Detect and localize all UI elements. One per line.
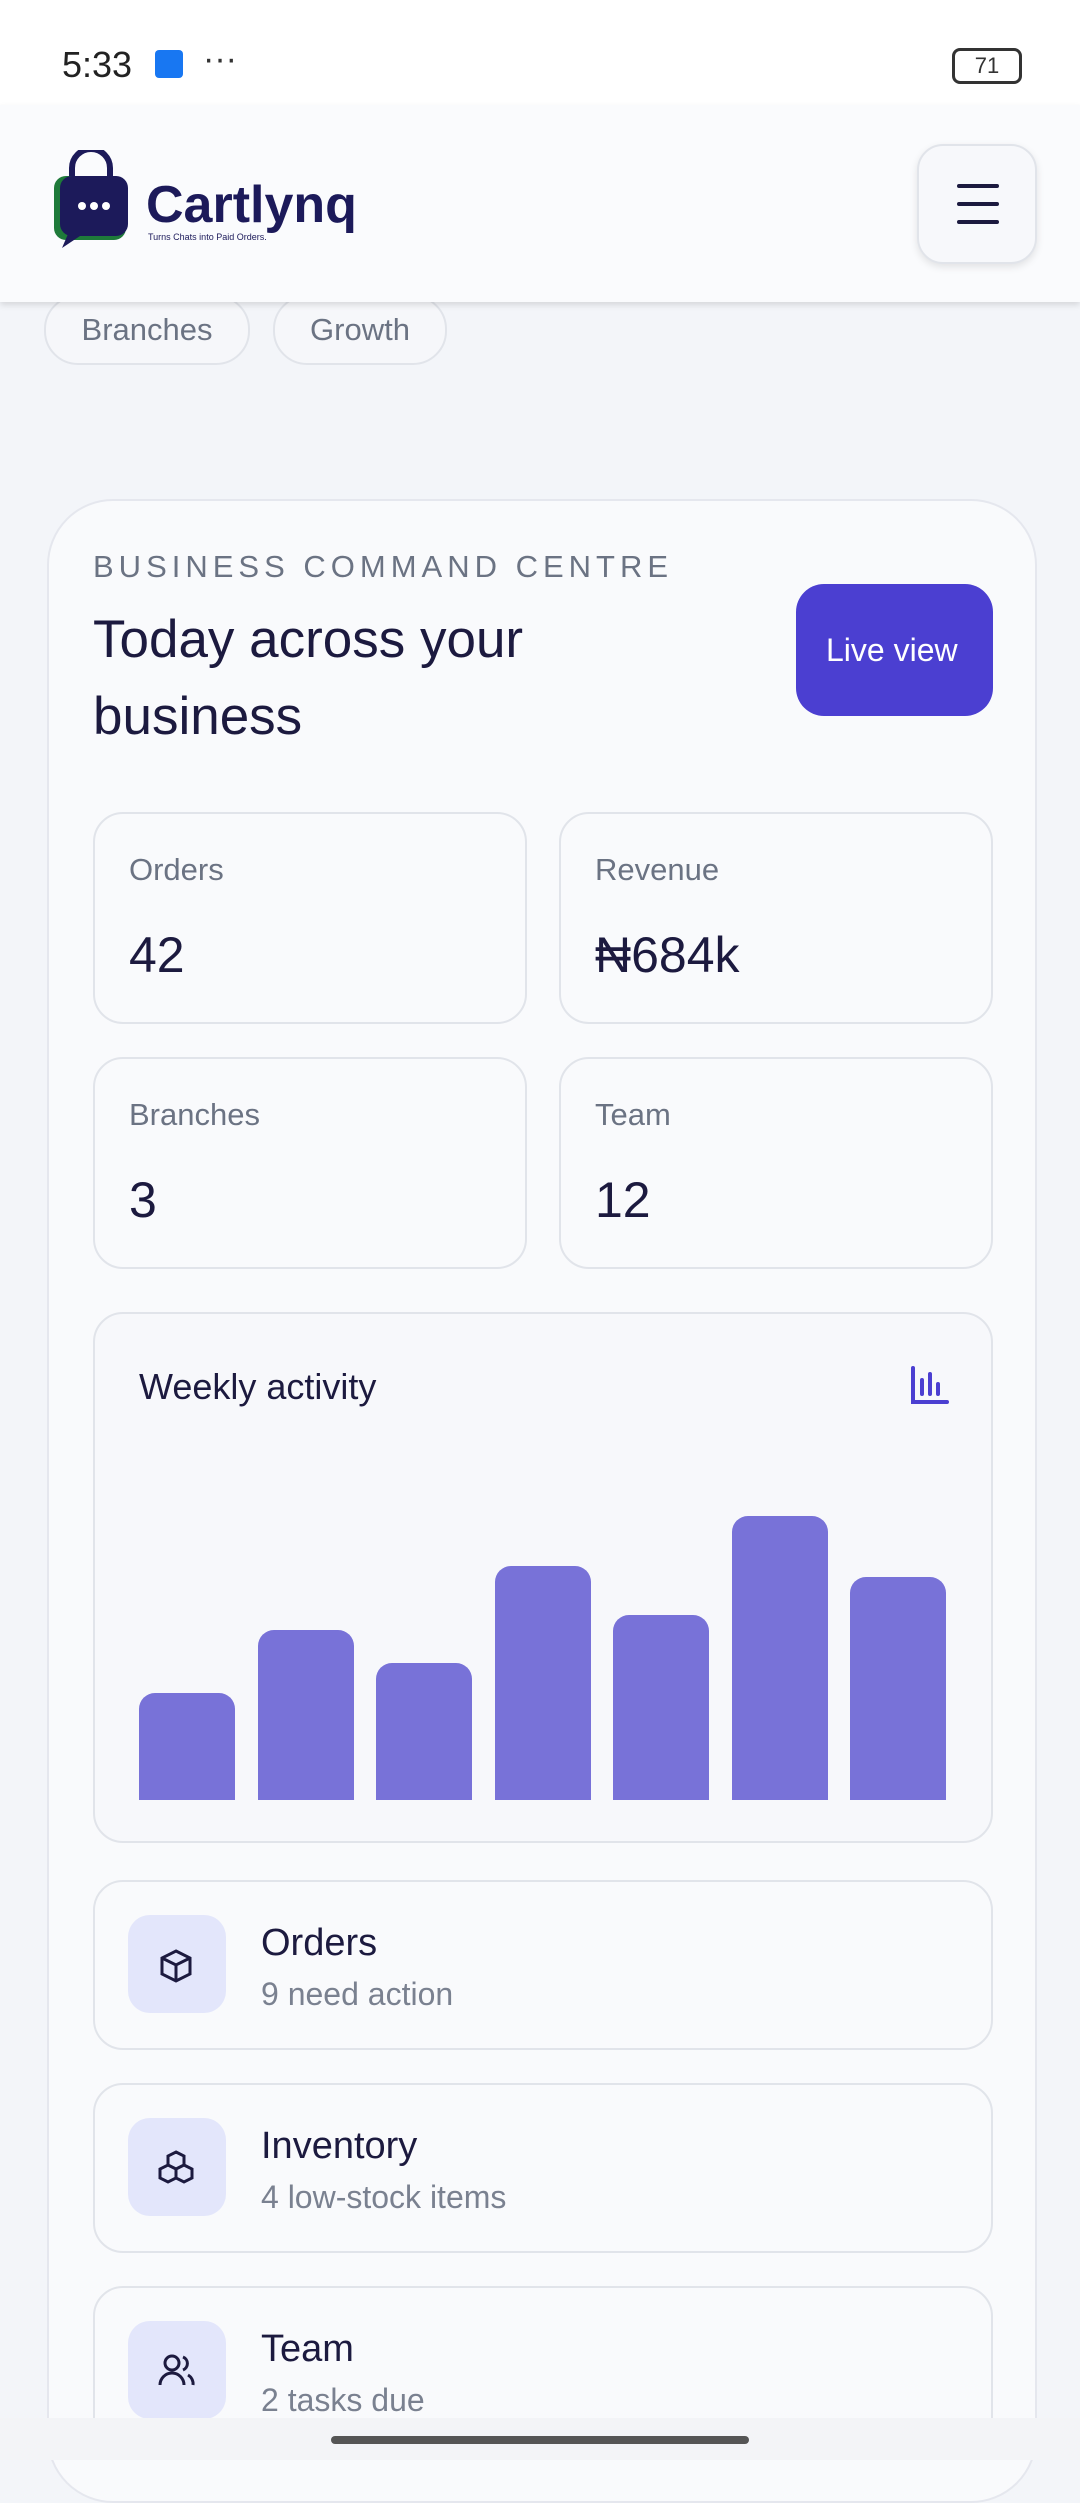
command-card: BUSINESS COMMAND CENTRE Today across you… <box>47 499 1037 2503</box>
item-title[interactable]: Team <box>261 2328 354 2370</box>
stat-value: 12 <box>595 1172 651 1228</box>
list-item[interactable]: Inventory 4 low-stock items <box>93 2083 993 2253</box>
item-subtitle[interactable]: 2 tasks due <box>261 2382 425 2418</box>
bar <box>850 1577 946 1800</box>
chart-title: Weekly activity <box>139 1366 377 1407</box>
item-icon <box>128 2321 226 2419</box>
chip-label[interactable]: Growth <box>273 295 447 365</box>
item-subtitle[interactable]: 4 low-stock items <box>261 2179 507 2215</box>
bar <box>613 1614 709 1800</box>
stat-label: Orders <box>129 852 224 887</box>
card-title: Today across your business <box>93 610 524 746</box>
status-bar: 5:33 ··· 71 <box>0 0 1080 105</box>
chart-icon <box>911 1366 949 1404</box>
more-icon: ··· <box>203 40 237 78</box>
list-item[interactable]: Orders 9 need action <box>93 1880 993 2050</box>
item-icon <box>128 2118 226 2216</box>
time: 5:33 <box>62 44 133 85</box>
item-subtitle[interactable]: 9 need action <box>261 1976 454 2012</box>
icon <box>158 2354 195 2386</box>
icon <box>160 1949 192 1983</box>
bar <box>257 1630 354 1800</box>
bars <box>139 1314 949 1800</box>
bar <box>376 1663 472 1800</box>
logo <box>54 150 128 248</box>
bar <box>731 1515 828 1800</box>
chart-card: Weekly activity <box>93 1312 993 1843</box>
stat-card: Revenue ₦684k <box>559 812 993 1024</box>
stat-label: Team <box>595 1097 671 1132</box>
eyebrow: BUSINESS COMMAND CENTRE <box>93 549 674 584</box>
item-icon <box>128 1915 226 2013</box>
bar <box>139 1693 235 1800</box>
brand: Cartlynq <box>146 176 357 234</box>
app-icon <box>155 50 183 78</box>
header: Cartlynq Turns Chats into Paid Orders. <box>0 105 1080 302</box>
stat-card: Orders 42 <box>93 812 527 1024</box>
stat-label: Branches <box>129 1097 260 1132</box>
stat-card: Team 12 <box>559 1057 993 1269</box>
stat-card: Branches 3 <box>93 1057 527 1269</box>
menu-button[interactable] <box>917 144 1037 264</box>
stat-value: ₦684k <box>595 927 740 983</box>
item-title[interactable]: Orders <box>261 1922 378 1964</box>
bar <box>494 1566 591 1800</box>
tagline: Turns Chats into Paid Orders. <box>148 232 267 242</box>
stat-value: 3 <box>129 1172 157 1228</box>
item-title[interactable]: Inventory <box>261 2125 418 2167</box>
stat-value: 42 <box>129 927 185 983</box>
battery: 71 <box>952 48 1022 84</box>
nav-bar <box>0 2418 1080 2460</box>
stat-label: Revenue <box>595 852 720 887</box>
home-indicator <box>331 2436 749 2444</box>
live-view-button[interactable]: Live view <box>796 584 993 716</box>
button-label[interactable]: Live view <box>826 632 958 668</box>
chip-label[interactable]: Branches <box>44 295 250 365</box>
menu-icon <box>957 184 999 224</box>
icon <box>158 2150 194 2184</box>
